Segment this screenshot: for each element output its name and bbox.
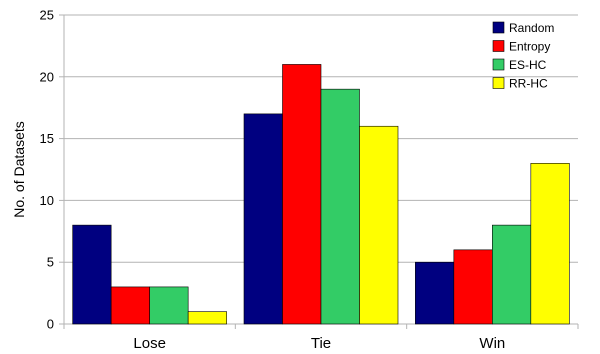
- x-tick-label: Lose: [133, 335, 166, 352]
- y-tick-label: 5: [47, 255, 54, 270]
- bar-random-tie: [243, 113, 283, 325]
- y-tick-label: 15: [40, 131, 54, 146]
- bar-entropy-lose: [110, 286, 150, 325]
- x-tick-label: Win: [479, 335, 505, 352]
- legend-swatch-rr-hc: [492, 77, 505, 89]
- bar-rr-hc-tie: [359, 125, 399, 325]
- legend-label: Random: [509, 21, 554, 35]
- bar-rr-hc-win: [530, 163, 570, 325]
- x-tick-label: Tie: [311, 335, 331, 352]
- bar-entropy-win: [453, 249, 493, 325]
- legend-swatch-random: [492, 21, 505, 34]
- y-tick-label: 10: [40, 193, 54, 208]
- legend-swatch-es-hc: [492, 58, 505, 71]
- tick-labels: 0 5 10 15 20 25 Lose Tie Win: [40, 8, 506, 353]
- bar-random-win: [415, 261, 455, 325]
- bar-rr-hc-lose: [187, 311, 227, 325]
- y-axis-title: No. of Datasets: [11, 121, 27, 218]
- bar-es-hc-win: [492, 224, 532, 325]
- legend-label: ES-HC: [509, 58, 547, 72]
- bar-es-hc-lose: [149, 286, 189, 325]
- bar-es-hc-tie: [320, 88, 360, 325]
- legend-label: Entropy: [509, 40, 550, 54]
- bars: [72, 64, 570, 325]
- legend: Random Entropy ES-HC RR-HC: [492, 21, 554, 91]
- y-tick-label: 0: [47, 317, 54, 332]
- bar-random-lose: [72, 224, 112, 325]
- bar-entropy-tie: [282, 64, 322, 325]
- y-tick-label: 20: [40, 69, 54, 84]
- legend-label: RR-HC: [509, 77, 548, 91]
- y-tick-label: 25: [40, 8, 54, 23]
- legend-swatch-entropy: [492, 40, 505, 52]
